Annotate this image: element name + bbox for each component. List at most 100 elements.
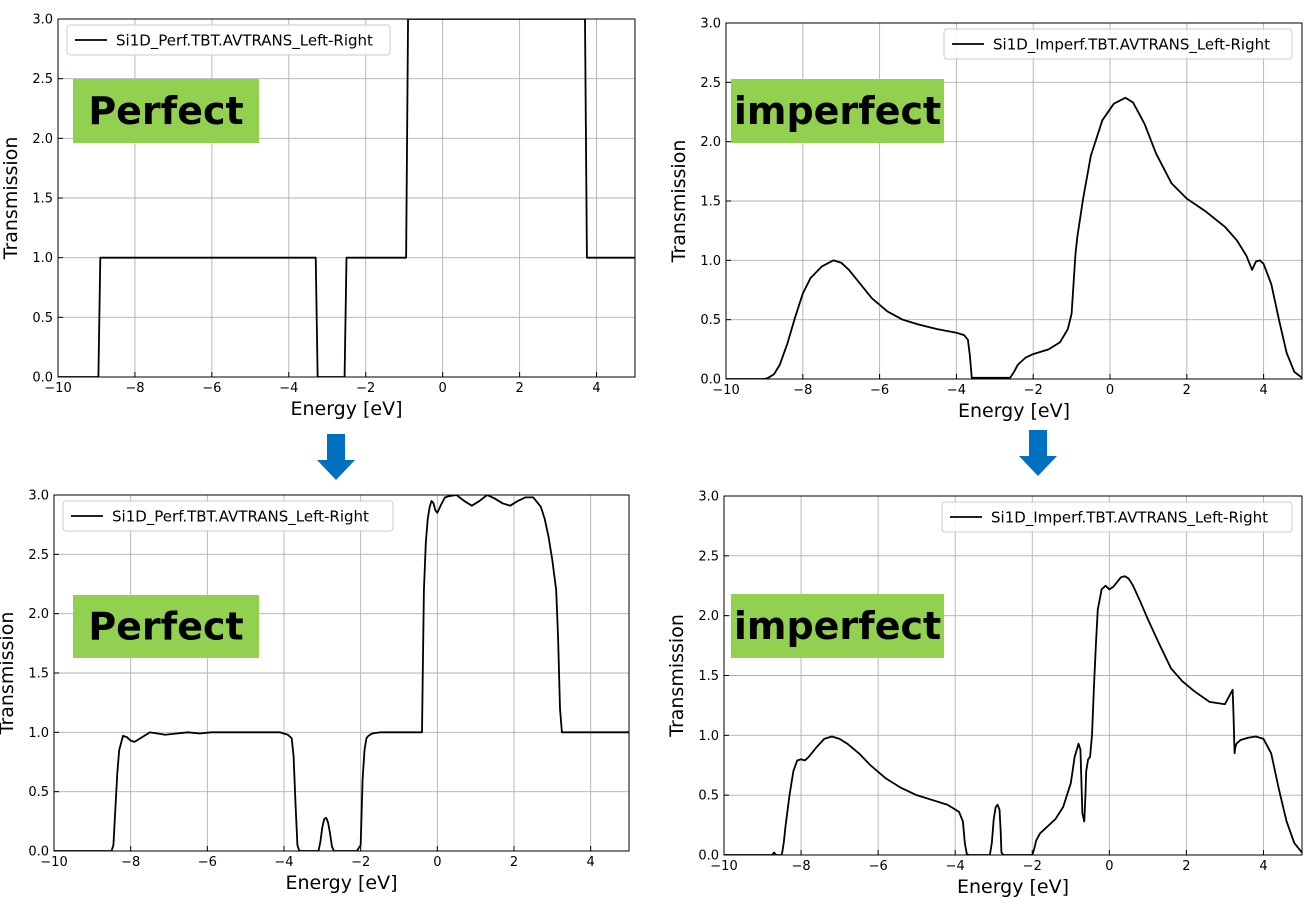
chart-panel-3: −10 −8 −6 −4 −2 0 2 4 0.0 0.5 1.0 1.5 2.0 2.5 3.0 Energ… bbox=[0, 489, 630, 894]
x-tick-label: 0 bbox=[1105, 859, 1113, 874]
x-tick-label: 4 bbox=[1259, 383, 1267, 398]
x-tick-label: −2 bbox=[356, 381, 375, 396]
x-tick-label: −10 bbox=[710, 859, 737, 874]
y-tick-label: 1.5 bbox=[32, 192, 53, 207]
x-tick-label: −6 bbox=[870, 383, 889, 398]
y-axis-label: Transmission bbox=[0, 137, 22, 261]
legend-entry: Si1D_Imperf.TBT.AVTRANS_Left-Right bbox=[991, 509, 1268, 528]
x-tick-label: −10 bbox=[712, 383, 739, 398]
x-tick-label: 4 bbox=[1259, 859, 1267, 874]
transmission-curve bbox=[724, 575, 1302, 855]
y-tick-label: 2.0 bbox=[28, 607, 49, 622]
chart-panel-2: −10 −8 −6 −4 −2 0 2 4 0.0 0.5 1.0 1.5 2.0 2.5 3.0 Energ… bbox=[668, 17, 1303, 422]
badge-label: imperfect bbox=[734, 89, 941, 133]
condition-badge: Perfect bbox=[73, 79, 259, 143]
x-tick-label: 2 bbox=[1183, 383, 1191, 398]
y-tick-label: 1.0 bbox=[698, 729, 719, 744]
condition-badge: imperfect bbox=[731, 594, 944, 658]
legend: Si1D_Imperf.TBT.AVTRANS_Left-Right bbox=[943, 28, 1293, 60]
y-tick-label: 2.0 bbox=[32, 132, 53, 147]
y-axis-label: Transmission bbox=[666, 614, 688, 738]
y-tick-label: 2.0 bbox=[700, 135, 721, 150]
badge-background bbox=[73, 79, 259, 143]
x-axis-label: Energy [eV] bbox=[285, 872, 397, 894]
y-axis-label: Transmission bbox=[0, 612, 18, 736]
x-tick-label: 2 bbox=[510, 855, 518, 870]
y-tick-label: 1.0 bbox=[32, 251, 53, 266]
x-tick-label: −8 bbox=[125, 381, 144, 396]
arrow-shape bbox=[1019, 430, 1057, 476]
arrow-shape bbox=[317, 434, 355, 480]
y-tick-label: 3.0 bbox=[700, 17, 721, 32]
x-tick-label: 4 bbox=[592, 381, 600, 396]
x-tick-label: −8 bbox=[791, 859, 810, 874]
down-arrow-icon bbox=[317, 434, 355, 480]
y-tick-label: 1.0 bbox=[700, 254, 721, 269]
legend-box bbox=[941, 501, 1293, 533]
x-tick-label: −10 bbox=[44, 381, 71, 396]
x-tick-label: −8 bbox=[793, 383, 812, 398]
x-tick-label: −6 bbox=[198, 855, 217, 870]
x-tick-label: −4 bbox=[279, 381, 298, 396]
x-tick-label: 0 bbox=[1106, 383, 1114, 398]
x-axis-label: Energy [eV] bbox=[957, 876, 1069, 898]
legend-box bbox=[62, 500, 394, 532]
legend: Si1D_Imperf.TBT.AVTRANS_Left-Right bbox=[941, 501, 1293, 533]
y-tick-label: 0.5 bbox=[698, 789, 719, 804]
y-tick-label: 3.0 bbox=[32, 13, 53, 28]
badge-label: Perfect bbox=[88, 89, 243, 133]
x-tick-label: −4 bbox=[947, 383, 966, 398]
x-axis-label: Energy [eV] bbox=[290, 398, 402, 420]
legend-box bbox=[66, 24, 391, 56]
y-tick-label: 0.0 bbox=[700, 373, 721, 388]
x-tick-label: −6 bbox=[869, 859, 888, 874]
x-tick-label: 4 bbox=[587, 855, 595, 870]
y-tick-label: 0.0 bbox=[698, 849, 719, 864]
y-tick-label: 2.5 bbox=[32, 72, 53, 87]
x-tick-label: 0 bbox=[439, 381, 447, 396]
x-tick-label: −2 bbox=[1023, 859, 1042, 874]
x-tick-label: 2 bbox=[1182, 859, 1190, 874]
badge-background bbox=[73, 595, 259, 658]
legend-entry: Si1D_Perf.TBT.AVTRANS_Left-Right bbox=[112, 508, 369, 527]
x-tick-label: −2 bbox=[351, 855, 370, 870]
y-tick-label: 3.0 bbox=[698, 490, 719, 505]
x-tick-label: −4 bbox=[946, 859, 965, 874]
chart-panel-4: −10 −8 −6 −4 −2 0 2 4 0.0 0.5 1.0 1.5 2.0 2.5 3.0 Energ… bbox=[666, 490, 1303, 898]
down-arrow-icon bbox=[1019, 430, 1057, 476]
x-tick-label: −4 bbox=[274, 855, 293, 870]
transmission-curve bbox=[54, 495, 629, 851]
y-tick-label: 3.0 bbox=[28, 489, 49, 504]
legend-entry: Si1D_Perf.TBT.AVTRANS_Left-Right bbox=[116, 32, 373, 51]
condition-badge: Perfect bbox=[73, 595, 259, 658]
legend: Si1D_Perf.TBT.AVTRANS_Left-Right bbox=[62, 500, 394, 532]
x-tick-label: −2 bbox=[1024, 383, 1043, 398]
y-tick-label: 0.5 bbox=[28, 785, 49, 800]
x-tick-label: −10 bbox=[40, 855, 67, 870]
y-tick-label: 0.5 bbox=[32, 311, 53, 326]
x-tick-label: −8 bbox=[121, 855, 140, 870]
chart-panel-1: −10 −8 −6 −4 −2 0 2 4 0.0 0.5 1.0 1.5 2.0 2.5 3.0 Energ… bbox=[0, 13, 636, 420]
y-tick-label: 1.5 bbox=[698, 669, 719, 684]
badge-background bbox=[731, 79, 944, 143]
y-axis-label: Transmission bbox=[668, 140, 690, 264]
transmission-curve bbox=[726, 96, 1302, 379]
x-tick-label: 0 bbox=[433, 855, 441, 870]
legend: Si1D_Perf.TBT.AVTRANS_Left-Right bbox=[66, 24, 391, 56]
badge-background bbox=[731, 594, 944, 658]
legend-entry: Si1D_Imperf.TBT.AVTRANS_Left-Right bbox=[993, 36, 1270, 55]
condition-badge: imperfect bbox=[731, 79, 944, 143]
y-tick-label: 0.0 bbox=[32, 371, 53, 386]
transmission-curve bbox=[58, 19, 635, 377]
x-tick-label: −6 bbox=[202, 381, 221, 396]
y-tick-label: 2.5 bbox=[700, 76, 721, 91]
y-tick-label: 1.0 bbox=[28, 726, 49, 741]
y-tick-label: 2.5 bbox=[698, 549, 719, 564]
y-tick-label: 0.5 bbox=[700, 313, 721, 328]
badge-label: Perfect bbox=[88, 605, 243, 649]
y-tick-label: 1.5 bbox=[700, 195, 721, 210]
badge-label: imperfect bbox=[734, 604, 941, 648]
legend-box bbox=[943, 28, 1293, 60]
y-tick-label: 2.5 bbox=[28, 548, 49, 563]
